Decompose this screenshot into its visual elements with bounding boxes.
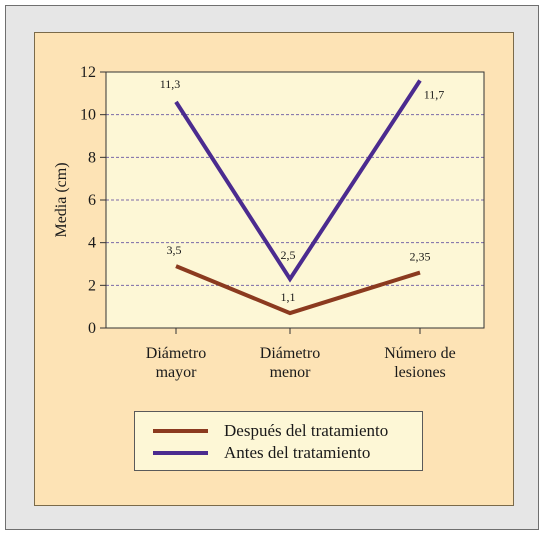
gridlines xyxy=(100,71,484,329)
series-lines xyxy=(174,79,422,316)
y-tick-label: 6 xyxy=(88,192,96,209)
legend-entry-antes: Antes del tratamiento xyxy=(153,443,370,463)
legend-label-despues: Después del tratamiento xyxy=(224,421,389,440)
data-labels: 3,5 1,1 2,35 11,3 2,5 11,7 xyxy=(160,77,445,304)
series-line xyxy=(174,79,422,283)
data-label: 11,7 xyxy=(424,88,445,102)
x-tick-label: Número de lesiones xyxy=(384,345,456,381)
plot-border xyxy=(105,71,485,329)
data-label: 2,5 xyxy=(281,248,296,262)
y-axis-label: Media (cm) xyxy=(53,162,70,237)
y-tick-label: 4 xyxy=(88,235,96,252)
legend-label-antes: Antes del tratamiento xyxy=(224,443,371,462)
x-tick-labels: Diámetro mayor Diámetro menor Número de lesio… xyxy=(146,345,456,381)
data-label: 3,5 xyxy=(167,243,182,257)
y-tick-label: 0 xyxy=(88,320,96,337)
legend: Después del tratamiento Antes del tratam… xyxy=(134,411,423,471)
y-tick-labels: 0 2 4 6 8 10 12 xyxy=(80,64,96,337)
y-tick-label: 8 xyxy=(88,149,96,166)
series-line xyxy=(175,264,421,316)
data-label: 1,1 xyxy=(281,290,296,304)
x-tick-label: Diámetro mayor xyxy=(146,345,206,381)
y-tick-label: 10 xyxy=(80,107,96,124)
y-tick-label: 12 xyxy=(80,64,96,81)
axes xyxy=(105,71,485,334)
legend-entry-despues: Después del tratamiento xyxy=(153,421,388,441)
x-tick-label: Diámetro menor xyxy=(260,345,320,381)
data-label: 11,3 xyxy=(160,77,181,91)
y-tick-label: 2 xyxy=(88,277,96,294)
legend-swatch-antes xyxy=(153,451,208,455)
data-label: 2,35 xyxy=(410,250,431,264)
legend-swatch-despues xyxy=(153,429,208,433)
